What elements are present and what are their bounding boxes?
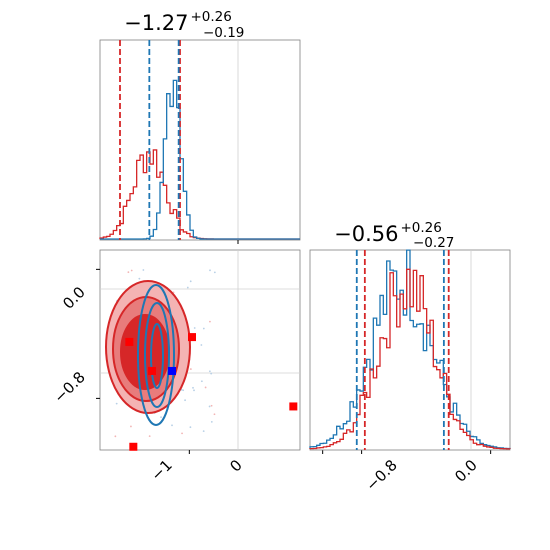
histogram-blue: [100, 79, 300, 240]
panel-1-title: −1.27 +0.26: [124, 9, 232, 35]
histogram-red: [309, 268, 511, 450]
blue-contour-inner: [150, 323, 164, 389]
sample-dot: [189, 280, 192, 283]
marginal-panel-2: −0.56 +0.26 −0.27: [309, 220, 511, 451]
sample-dot: [208, 405, 211, 408]
title-median: −0.56: [334, 222, 398, 246]
sample-dot: [210, 420, 213, 423]
sample-dot: [209, 269, 211, 272]
sample-dot: [189, 368, 192, 370]
sample-dot: [213, 271, 216, 274]
title-median: −1.27: [124, 11, 188, 35]
red-point: [129, 442, 138, 451]
sample-dot: [114, 435, 117, 438]
y-tick-label-p2-b: −0.8: [50, 368, 88, 406]
panel-2-title: −0.56 +0.26: [334, 220, 442, 246]
x-tick-label-p1-b: 0: [226, 456, 245, 475]
x-tick-label-p2-b: 0.0: [451, 456, 481, 486]
sample-dot: [204, 386, 207, 389]
sample-dot: [130, 425, 132, 428]
sample-dot: [200, 380, 203, 383]
red-point: [188, 333, 196, 342]
histogram-red: [99, 149, 300, 240]
red-point: [148, 366, 156, 375]
axis-ticks: [96, 268, 492, 454]
sample-dot: [193, 327, 196, 329]
sample-dot: [193, 389, 195, 392]
sample-dot: [138, 277, 141, 280]
sample-dot: [202, 430, 205, 433]
sample-dot: [210, 404, 213, 407]
blue-contour-outer: [137, 284, 175, 426]
sample-dot: [200, 344, 203, 346]
y-tick-label-p2-a: 0.0: [59, 283, 89, 313]
sample-dot: [213, 413, 216, 416]
histogram-layer: [99, 79, 300, 240]
marker-points: [125, 333, 298, 451]
sample-dot: [181, 432, 183, 435]
panel-1-title-minus: −0.19: [203, 25, 244, 41]
sample-dot: [184, 399, 186, 402]
title-plus: +0.26: [190, 9, 231, 25]
sample-dot: [171, 424, 173, 427]
sample-dot: [208, 370, 211, 373]
sample-dot: [130, 269, 133, 272]
panel-frame: [99, 249, 301, 451]
panel-frame: [99, 39, 301, 241]
sample-dot: [209, 320, 211, 323]
sample-dot: [160, 416, 162, 419]
sample-dot: [189, 426, 192, 429]
x-tick-label-p2-a: −0.8: [362, 456, 400, 494]
sample-dot: [182, 389, 185, 392]
blue-point: [168, 366, 176, 375]
quantile-lines: [355, 250, 450, 450]
joint-panel: [96, 249, 492, 454]
red-point: [125, 337, 134, 346]
red-point: [289, 402, 298, 411]
sample-dot: [127, 271, 130, 274]
histogram-layer: [309, 249, 511, 450]
sample-dot: [115, 402, 118, 405]
blue-contour-mid: [144, 302, 170, 408]
blue-contours: [137, 284, 175, 426]
quantile-lines: [119, 40, 181, 240]
marginal-panel-1: −1.27 +0.26 −0.19: [99, 9, 301, 244]
panel-2-title-minus: −0.27: [413, 235, 454, 251]
sample-dot: [142, 269, 145, 271]
sample-dot: [148, 435, 151, 438]
sample-dot: [202, 327, 205, 330]
sample-dot: [192, 386, 194, 389]
sample-dot: [210, 372, 213, 375]
title-plus: +0.26: [400, 220, 441, 236]
x-tick-label-p1-a: −1: [147, 456, 175, 484]
sample-dot: [186, 286, 189, 289]
